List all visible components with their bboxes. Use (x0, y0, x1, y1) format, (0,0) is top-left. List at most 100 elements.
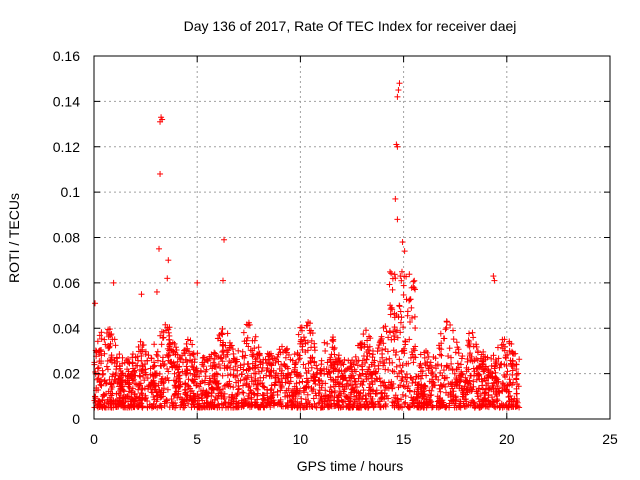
data-point (173, 346, 180, 353)
data-point (218, 393, 225, 400)
data-point (375, 345, 382, 352)
data-point (398, 277, 405, 284)
data-point (329, 344, 336, 351)
data-point (409, 379, 416, 386)
data-point (479, 360, 486, 367)
data-point (145, 352, 152, 359)
data-point (386, 359, 393, 366)
data-point (412, 325, 419, 332)
y-tick-label: 0.08 (53, 230, 80, 246)
data-point (233, 379, 240, 386)
data-point (421, 354, 428, 361)
data-point (490, 352, 497, 359)
data-point (176, 363, 183, 370)
data-point (322, 387, 329, 394)
data-point (407, 318, 414, 325)
y-tick-label: 0.04 (53, 320, 80, 336)
chart-title: Day 136 of 2017, Rate Of TEC Index for r… (184, 18, 517, 34)
x-tick-label: 0 (90, 431, 98, 447)
data-point (329, 337, 336, 344)
y-tick-label: 0.02 (53, 366, 80, 382)
data-point (134, 362, 141, 369)
x-tick-label: 20 (499, 431, 515, 447)
data-point (164, 365, 171, 372)
data-point (144, 375, 151, 382)
y-tick-label: 0.16 (53, 48, 80, 64)
data-point (454, 379, 461, 386)
data-point (141, 361, 148, 368)
data-point (166, 343, 173, 350)
data-point (387, 268, 394, 275)
data-point (282, 375, 289, 382)
data-point (438, 352, 445, 359)
data-point (223, 381, 230, 388)
data-point (212, 350, 219, 357)
data-point (211, 355, 218, 362)
data-point (246, 321, 253, 328)
data-point (282, 354, 289, 361)
data-point (406, 271, 413, 278)
data-point (220, 342, 227, 349)
data-point (174, 394, 181, 401)
data-point (287, 378, 294, 385)
data-point (202, 373, 209, 380)
data-point (396, 370, 403, 377)
data-point (503, 355, 510, 362)
data-point (360, 331, 367, 338)
data-point (502, 354, 509, 361)
data-point (129, 351, 136, 358)
data-point (473, 343, 480, 350)
data-point (305, 377, 312, 384)
data-point (244, 334, 251, 341)
data-point (498, 360, 505, 367)
data-point (100, 370, 107, 377)
data-point (151, 396, 158, 403)
data-point (499, 380, 506, 387)
data-point (489, 398, 496, 405)
data-point (258, 368, 265, 375)
data-point (352, 368, 359, 375)
data-point (118, 371, 125, 378)
data-point (98, 335, 105, 342)
data-point (242, 352, 249, 359)
data-point (442, 383, 449, 390)
data-point (411, 354, 418, 361)
data-point (288, 369, 295, 376)
data-point (480, 348, 487, 355)
data-point (368, 378, 375, 385)
data-point (251, 391, 258, 398)
data-point (513, 361, 520, 368)
data-point (354, 362, 361, 369)
data-point (383, 328, 390, 335)
y-tick-label: 0.14 (53, 93, 80, 109)
data-point (95, 364, 102, 371)
data-point (371, 363, 378, 370)
data-point (144, 357, 151, 364)
data-point (221, 362, 228, 369)
data-point (324, 340, 331, 347)
data-point (160, 379, 167, 386)
data-point (390, 332, 397, 339)
data-point (380, 324, 387, 331)
x-tick-label: 15 (396, 431, 412, 447)
data-point (479, 386, 486, 393)
y-tick-label: 0.06 (53, 275, 80, 291)
data-point (400, 291, 407, 298)
data-point (274, 388, 281, 395)
data-point (387, 329, 394, 336)
data-point (263, 367, 270, 374)
data-point (426, 362, 433, 369)
x-tick-label: 5 (193, 431, 201, 447)
data-point (409, 351, 416, 358)
data-point (104, 366, 111, 373)
data-point (442, 326, 449, 333)
data-point (199, 390, 206, 397)
data-point (345, 357, 352, 364)
data-point (304, 339, 311, 346)
data-point (321, 339, 328, 346)
data-point (465, 330, 472, 337)
data-point (402, 338, 409, 345)
data-point (202, 368, 209, 375)
data-point (158, 341, 165, 348)
